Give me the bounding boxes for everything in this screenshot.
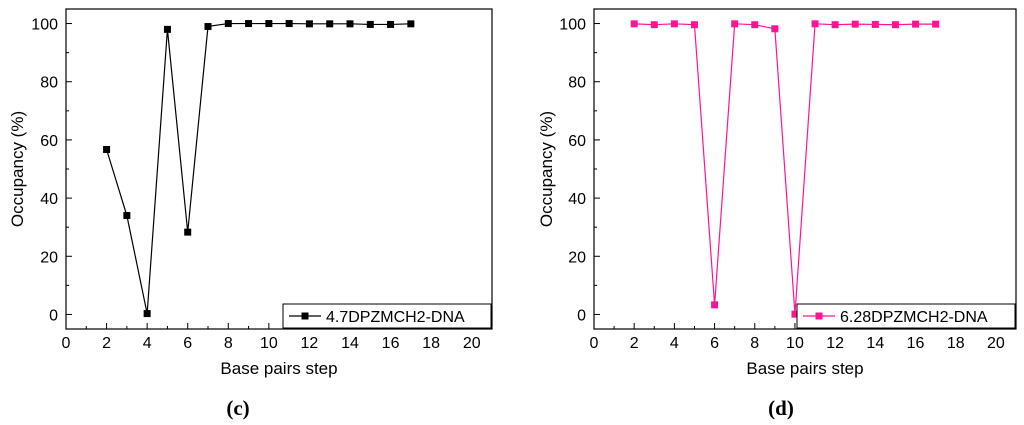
x-tick-label: 16 [907,335,925,352]
x-tick-label: 8 [750,335,759,352]
x-tick-label: 2 [630,335,639,352]
panel-label: (d) [768,396,794,420]
data-point [690,21,698,29]
x-tick-label: 14 [341,335,359,352]
y-tick-label: 80 [568,75,586,92]
y-axis-label: Occupancy (%) [537,111,556,227]
data-point [326,20,334,28]
data-point [851,20,859,28]
x-tick-label: 20 [987,335,1005,352]
data-point [650,21,658,29]
x-tick-label: 0 [590,335,599,352]
x-axis-label: Base pairs step [746,359,863,378]
x-tick-label: 6 [183,335,192,352]
x-tick-label: 20 [463,335,481,352]
chart-panel-c: 0 2 4 6 8 10 12 14 16 18 20 0 20 40 60 80 100 Base pairs … [8,8,493,420]
x-tick-label: 4 [670,335,679,352]
data-point [163,25,171,33]
data-point [245,20,253,28]
chart-panel-d: 0 2 4 6 8 10 12 14 16 18 20 0 20 40 60 80 100 Base pairs … [537,8,1017,420]
data-point [791,310,799,318]
data-point [204,22,212,30]
data-point [831,21,839,29]
data-point [305,20,313,28]
data-point [630,20,638,28]
data-point [811,20,819,28]
x-tick-label: 18 [422,335,440,352]
data-point [346,20,354,28]
y-tick-label: 100 [31,17,58,34]
y-tick-label: 80 [40,75,58,92]
legend-marker [815,312,823,320]
x-tick-label: 6 [710,335,719,352]
data-point [731,20,739,28]
data-point [387,20,395,28]
data-point [123,212,131,220]
data-point [143,310,151,318]
y-tick-label: 40 [568,191,586,208]
data-point [932,20,940,28]
x-tick-label: 18 [947,335,965,352]
data-point [407,20,415,28]
legend-marker [301,312,309,320]
y-tick-label: 20 [568,249,586,266]
y-tick-label: 0 [49,307,58,324]
x-tick-label: 2 [102,335,111,352]
x-tick-label: 12 [301,335,319,352]
data-point [771,25,779,33]
data-point [366,20,374,28]
series-line [634,23,936,315]
data-point [224,20,232,28]
data-point [891,21,899,29]
legend-label: 4.7DPZMCH2-DNA [326,309,465,326]
data-point [184,228,192,236]
x-tick-label: 8 [224,335,233,352]
data-point [751,21,759,29]
x-axis-label: Base pairs step [220,359,337,378]
data-point [871,20,879,28]
x-tick-label: 10 [260,335,278,352]
y-tick-label: 100 [559,17,586,34]
data-point [103,146,111,154]
x-tick-label: 10 [786,335,804,352]
y-tick-label: 60 [568,133,586,150]
x-tick-label: 0 [62,335,71,352]
x-tick-label: 16 [382,335,400,352]
x-tick-label: 14 [866,335,884,352]
y-axis-label: Occupancy (%) [8,111,27,227]
plot-frame [65,8,493,330]
y-tick-label: 20 [40,249,58,266]
data-point [285,20,293,28]
y-tick-label: 60 [40,133,58,150]
panel-label: (c) [226,396,249,420]
data-point [670,20,678,28]
x-tick-label: 12 [826,335,844,352]
y-tick-label: 40 [40,191,58,208]
data-point [711,301,719,309]
y-tick-label: 0 [577,307,586,324]
x-tick-label: 4 [143,335,152,352]
data-point [265,20,273,28]
data-point [912,20,920,28]
series-line [105,22,411,314]
legend-label: 6.28DPZMCH2-DNA [840,309,988,326]
